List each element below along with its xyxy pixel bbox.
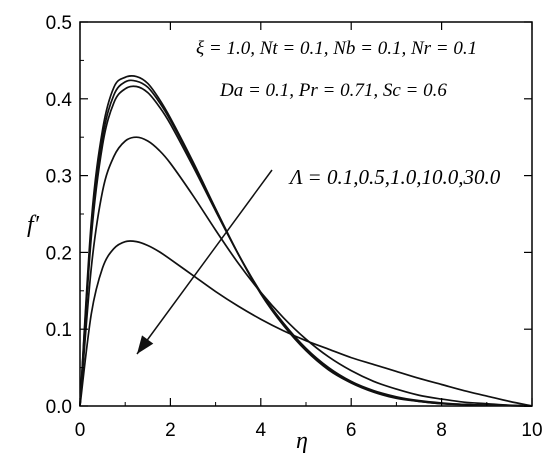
series-line-3 — [79, 85, 533, 407]
lambda-values-annotation: Λ = 0.1,0.5,1.0,10.0,30.0 — [288, 165, 501, 189]
y-tick-label: 0.1 — [46, 320, 72, 341]
x-tick-label: 10 — [521, 420, 542, 441]
increasing-lambda-arrow — [136, 169, 273, 355]
y-tick-label: 0.2 — [46, 243, 72, 264]
curves-group — [79, 74, 533, 407]
x-tick-label: 4 — [256, 420, 267, 441]
parameter-annotation-line2: Da = 0.1, Pr = 0.71, Sc = 0.6 — [219, 80, 447, 101]
x-tick-label: 2 — [165, 420, 176, 441]
series-line-2 — [79, 79, 533, 407]
x-tick-label: 0 — [75, 420, 86, 441]
y-axis-label: f′ — [27, 212, 40, 238]
x-tick-label: 8 — [436, 420, 447, 441]
series-line-5 — [79, 240, 533, 407]
parameter-annotation-line1: ξ = 1.0, Nt = 0.1, Nb = 0.1, Nr = 0.1 — [196, 38, 477, 59]
y-tick-label: 0.4 — [46, 90, 73, 111]
x-tick-label: 6 — [346, 420, 357, 441]
x-axis-ticks: 0 2 4 6 8 10 — [75, 22, 543, 441]
y-tick-label: 0.5 — [46, 13, 72, 34]
x-axis-label: η — [296, 428, 308, 454]
increasing-lambda-arrow-head — [137, 335, 154, 354]
y-tick-label: 0.3 — [46, 167, 72, 188]
y-tick-label: 0.0 — [46, 397, 72, 418]
series-line-1 — [79, 74, 533, 407]
y-axis-ticks: 0.0 0.1 0.2 0.3 0.4 0.5 — [46, 13, 532, 418]
